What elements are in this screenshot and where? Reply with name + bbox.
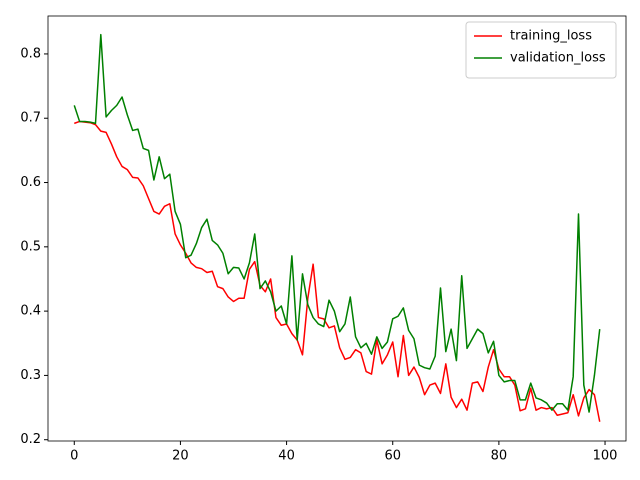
y-tick-label: 0.5 xyxy=(20,239,41,254)
x-tick-label: 80 xyxy=(491,449,508,464)
y-tick-label: 0.6 xyxy=(20,175,41,190)
y-tick-label: 0.4 xyxy=(20,304,41,319)
x-tick-label: 0 xyxy=(70,449,78,464)
legend-label: training_loss xyxy=(510,29,592,44)
x-tick-label: 20 xyxy=(172,449,189,464)
x-tick-label: 40 xyxy=(278,449,295,464)
legend: training_loss validation_loss xyxy=(465,21,617,79)
y-tick-label: 0.7 xyxy=(20,111,41,126)
y-tick-label: 0.8 xyxy=(20,46,41,61)
y-tick-label: 0.3 xyxy=(20,368,41,383)
legend-label: validation_loss xyxy=(510,51,606,66)
plot-frame xyxy=(47,15,627,442)
x-tick-label: 60 xyxy=(384,449,401,464)
legend-box xyxy=(465,21,617,79)
x-tick-label: 100 xyxy=(593,449,618,464)
y-tick-label: 0.2 xyxy=(20,432,41,447)
series-line xyxy=(73,33,601,413)
